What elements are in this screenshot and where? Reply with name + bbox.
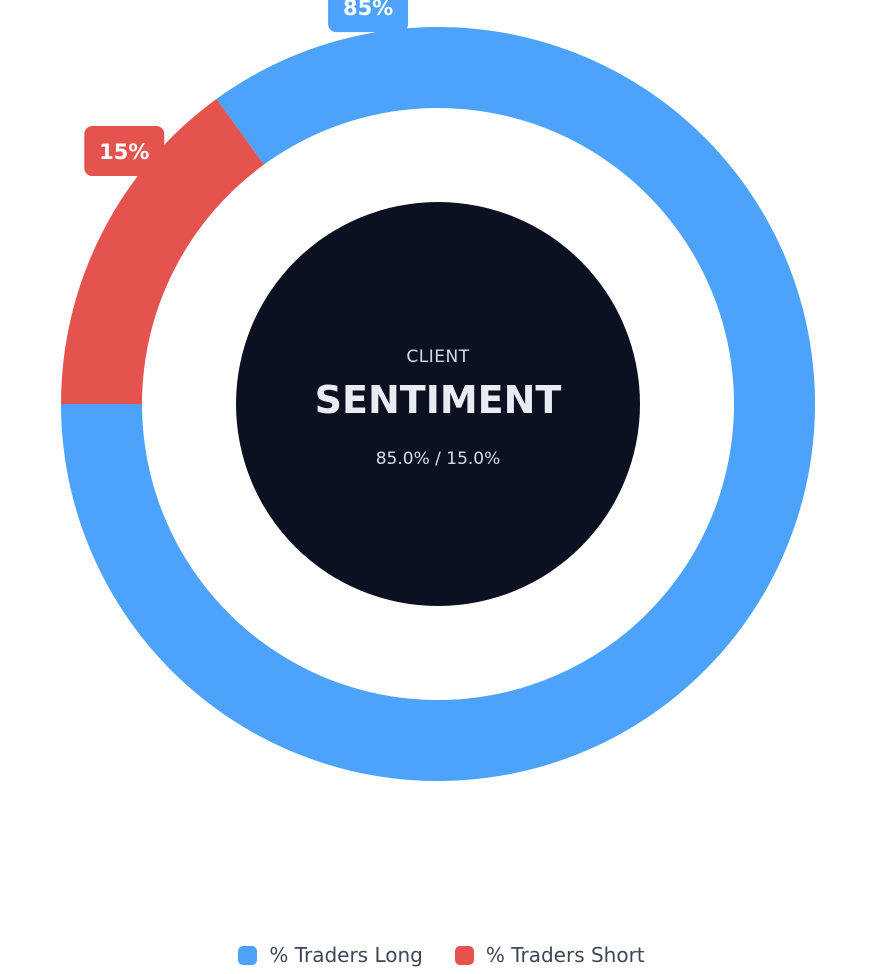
legend-item-long[interactable]: % Traders Long bbox=[238, 943, 423, 967]
slice-labels-group: 85% 15% bbox=[84, 0, 409, 177]
legend: % Traders Long % Traders Short bbox=[0, 940, 883, 970]
center-sentiment-title: SENTIMENT bbox=[315, 378, 562, 422]
center-values-text: 85.0% / 15.0% bbox=[376, 449, 501, 469]
center-disc bbox=[236, 202, 640, 606]
legend-swatch-short bbox=[454, 945, 474, 965]
legend-item-short[interactable]: % Traders Short bbox=[454, 943, 645, 967]
donut-svg: CLIENT SENTIMENT 85.0% / 15.0% 85% 15% bbox=[61, 0, 816, 781]
slice-label-short: 15% bbox=[99, 140, 149, 164]
donut-slice-short[interactable] bbox=[61, 99, 265, 404]
legend-label-short: % Traders Short bbox=[485, 943, 645, 967]
legend-label-long: % Traders Long bbox=[269, 943, 423, 967]
center-client-label: CLIENT bbox=[406, 347, 469, 367]
legend-swatch-long bbox=[238, 945, 258, 965]
slice-label-box-long bbox=[328, 0, 409, 33]
slice-label-box-short bbox=[84, 126, 165, 177]
slices-group bbox=[61, 26, 816, 781]
slice-label-long: 85% bbox=[343, 0, 393, 20]
